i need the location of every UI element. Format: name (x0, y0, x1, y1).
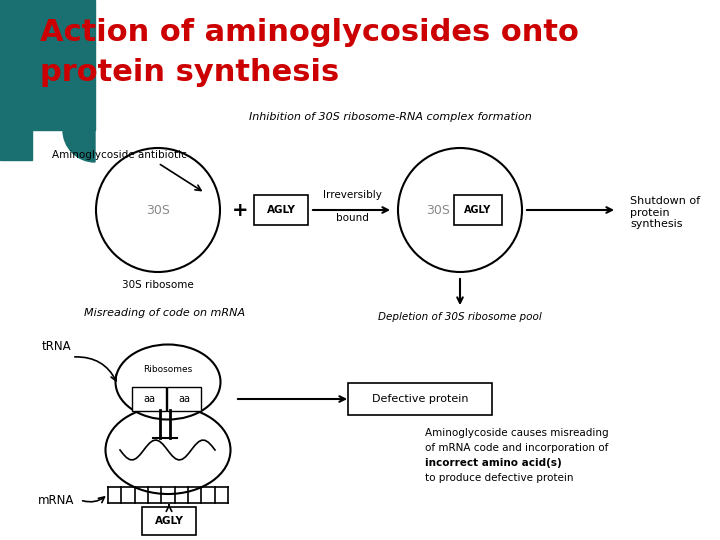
Text: Aminoglycoside causes misreading: Aminoglycoside causes misreading (425, 428, 608, 438)
Text: mRNA: mRNA (38, 494, 74, 507)
Text: Aminoglycoside antibiotic: Aminoglycoside antibiotic (52, 150, 187, 160)
Text: 30S ribosome: 30S ribosome (122, 280, 194, 290)
Text: AGLY: AGLY (266, 205, 295, 215)
FancyBboxPatch shape (142, 507, 196, 535)
Text: 30S: 30S (146, 204, 170, 217)
Text: Inhibition of 30S ribosome-RNA complex formation: Inhibition of 30S ribosome-RNA complex f… (248, 112, 531, 122)
FancyBboxPatch shape (132, 387, 166, 411)
Text: +: + (232, 200, 248, 219)
Text: AGLY: AGLY (155, 516, 184, 526)
Text: Irreversibly: Irreversibly (323, 190, 382, 200)
Text: bound: bound (336, 213, 369, 223)
Text: 30S: 30S (426, 204, 450, 217)
Text: Shutdown of
protein
synthesis: Shutdown of protein synthesis (630, 196, 700, 229)
Text: aa: aa (143, 394, 155, 404)
Text: protein synthesis: protein synthesis (40, 58, 339, 87)
Polygon shape (0, 0, 95, 160)
Text: Defective protein: Defective protein (372, 394, 468, 404)
Text: Action of aminoglycosides onto: Action of aminoglycosides onto (40, 18, 579, 47)
Text: to produce defective protein: to produce defective protein (425, 473, 574, 483)
Text: tRNA: tRNA (42, 341, 71, 354)
Text: AGLY: AGLY (464, 205, 492, 215)
Text: Ribosomes: Ribosomes (143, 366, 193, 375)
Text: incorrect amino acid(s): incorrect amino acid(s) (425, 458, 562, 468)
Text: Depletion of 30S ribosome pool: Depletion of 30S ribosome pool (378, 312, 542, 322)
FancyBboxPatch shape (454, 195, 502, 225)
FancyBboxPatch shape (167, 387, 201, 411)
Text: aa: aa (178, 394, 190, 404)
Text: of mRNA code and incorporation of: of mRNA code and incorporation of (425, 443, 608, 453)
Text: Misreading of code on mRNA: Misreading of code on mRNA (84, 308, 246, 318)
Wedge shape (63, 130, 95, 162)
FancyBboxPatch shape (348, 383, 492, 415)
FancyBboxPatch shape (254, 195, 308, 225)
